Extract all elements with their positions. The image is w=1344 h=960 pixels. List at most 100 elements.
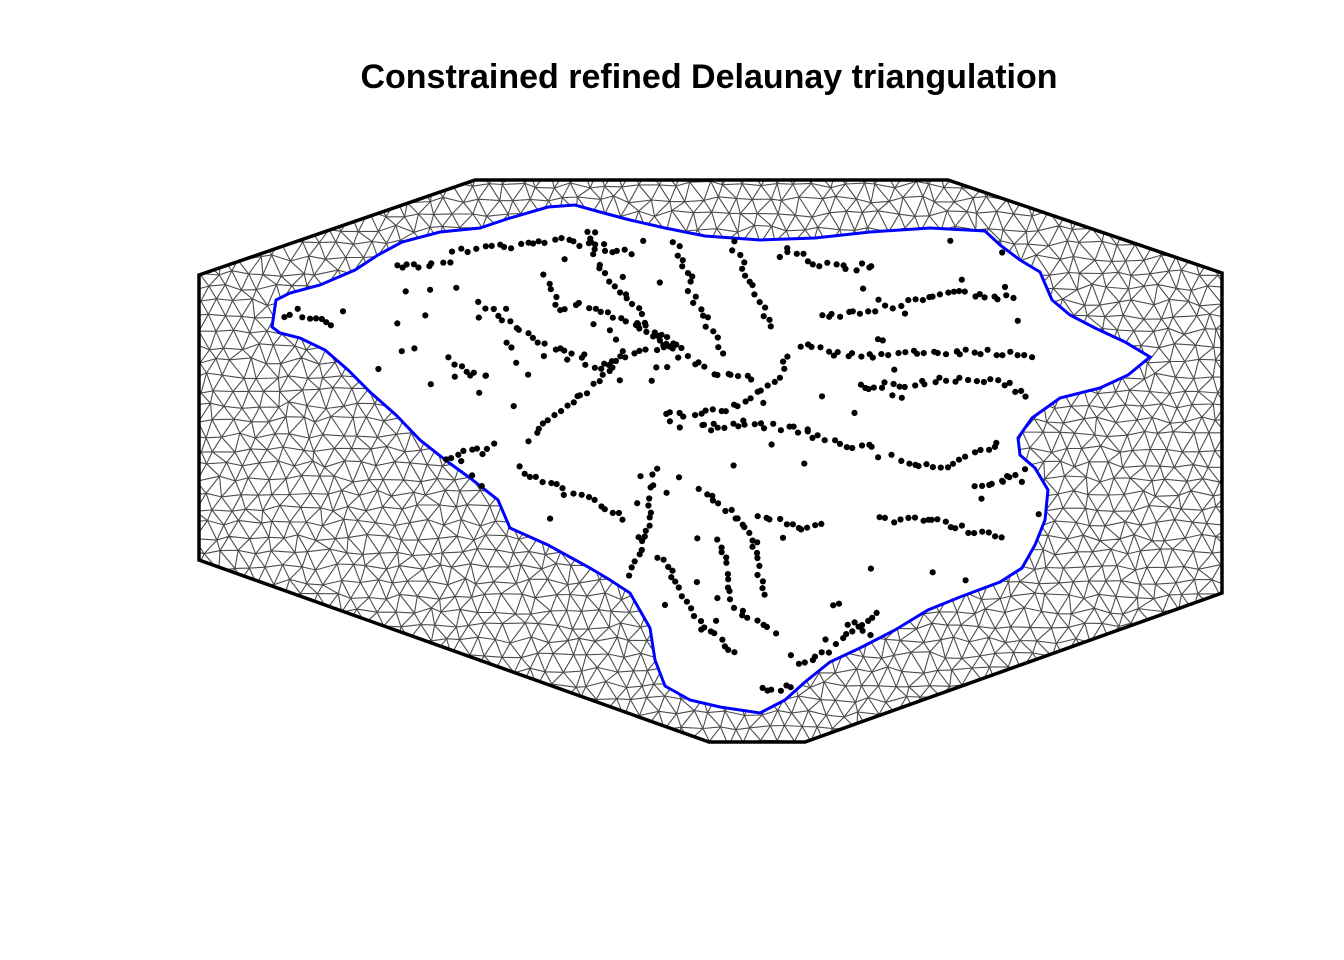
observation-point	[710, 328, 717, 335]
observation-point	[911, 514, 919, 521]
observation-point	[553, 293, 560, 301]
observation-point	[689, 273, 696, 280]
observation-point	[980, 378, 988, 386]
observation-point	[558, 408, 565, 415]
observation-point	[817, 344, 824, 351]
observation-point	[723, 554, 730, 561]
observation-point	[676, 424, 683, 431]
observation-point	[858, 442, 866, 449]
observation-point	[859, 627, 866, 634]
observation-point	[725, 646, 732, 654]
observation-point	[945, 289, 952, 296]
observation-point	[993, 352, 1000, 359]
observation-point	[955, 456, 963, 463]
observation-point	[901, 310, 909, 317]
observation-point	[898, 302, 905, 310]
observation-point	[943, 377, 950, 384]
observation-point	[636, 325, 643, 332]
observation-point	[1014, 352, 1021, 359]
observation-point	[640, 237, 647, 244]
observation-point	[581, 351, 588, 358]
observation-point	[965, 529, 972, 537]
observation-point	[797, 343, 804, 350]
observation-point	[773, 630, 780, 637]
observation-point	[591, 364, 599, 371]
observation-point	[726, 588, 733, 595]
observation-point	[928, 516, 935, 523]
observation-point	[709, 406, 716, 413]
observation-point	[596, 265, 603, 272]
observation-point	[832, 437, 839, 444]
observation-point	[719, 636, 726, 643]
observation-point	[956, 288, 963, 295]
observation-point	[760, 399, 767, 406]
observation-point	[836, 440, 844, 447]
observation-point	[313, 315, 320, 322]
observation-point	[776, 374, 784, 381]
observation-point	[730, 420, 737, 427]
observation-point	[698, 626, 705, 633]
observation-point	[458, 245, 465, 252]
observation-point	[700, 312, 707, 319]
observation-point	[915, 463, 922, 470]
observation-point	[564, 402, 571, 409]
observation-point	[890, 380, 897, 388]
observation-point	[944, 464, 952, 471]
observation-point	[690, 299, 697, 306]
observation-point	[849, 444, 856, 452]
observation-point	[660, 556, 667, 563]
observation-point	[714, 334, 721, 341]
observation-point	[606, 278, 613, 285]
observation-point	[570, 490, 577, 497]
observation-point	[547, 286, 554, 293]
observation-point	[952, 378, 959, 385]
observation-point	[895, 350, 902, 357]
observation-point	[500, 243, 508, 251]
observation-point	[979, 482, 986, 489]
observation-point	[585, 494, 593, 501]
observation-point	[299, 314, 306, 321]
observation-point	[912, 296, 919, 303]
observation-point	[675, 354, 682, 361]
observation-point	[721, 424, 728, 431]
observation-point	[958, 522, 966, 529]
observation-point	[584, 228, 591, 235]
observation-point	[902, 349, 909, 356]
observation-point	[541, 340, 548, 347]
observation-point	[619, 273, 626, 280]
observation-point	[513, 359, 520, 366]
observation-point	[678, 344, 685, 352]
observation-point	[714, 424, 721, 431]
observation-point	[521, 470, 528, 477]
observation-point	[339, 308, 347, 315]
observation-point	[860, 285, 867, 292]
observation-point	[718, 544, 725, 551]
observation-point	[553, 481, 560, 488]
observation-point	[590, 380, 597, 387]
observation-point	[764, 382, 771, 389]
observation-point	[843, 444, 850, 451]
observation-point	[674, 252, 681, 259]
observation-point	[956, 374, 963, 381]
observation-point	[615, 509, 623, 517]
observation-point	[999, 478, 1007, 485]
observation-point	[754, 539, 761, 546]
observation-point	[546, 280, 553, 287]
observation-point	[865, 308, 872, 315]
observation-point	[1022, 393, 1029, 400]
observation-point	[596, 378, 603, 385]
observation-point	[508, 344, 515, 351]
observation-point	[541, 239, 548, 246]
observation-point	[795, 660, 803, 667]
observation-point	[612, 336, 620, 343]
observation-point	[754, 617, 761, 624]
observation-point	[979, 528, 986, 535]
observation-point	[816, 263, 823, 270]
observation-point	[591, 246, 598, 253]
observation-point	[656, 279, 663, 286]
observation-point	[835, 600, 843, 607]
observation-point	[727, 371, 734, 378]
observation-point	[751, 421, 758, 428]
observation-point	[784, 353, 791, 360]
observation-point	[849, 628, 856, 635]
